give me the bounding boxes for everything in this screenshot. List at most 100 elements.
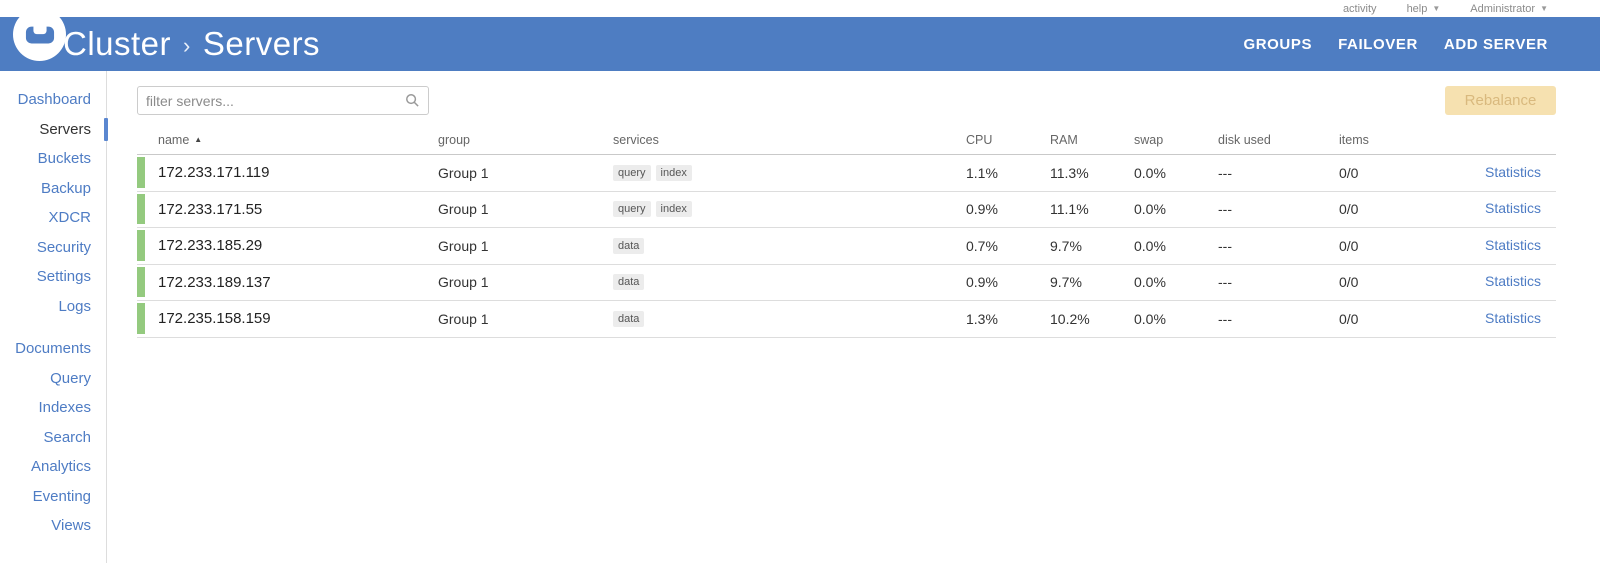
sidebar-item-eventing[interactable]: Eventing <box>0 482 106 512</box>
column-header-items: items <box>1339 132 1369 147</box>
healthy-status-bar <box>137 230 145 261</box>
healthy-status-bar <box>137 193 145 224</box>
help-menu[interactable]: help ▼ <box>1407 3 1441 15</box>
sidebar-item-servers[interactable]: Servers <box>0 115 108 145</box>
column-header-disk-used: disk used <box>1218 132 1271 147</box>
column-header-cpu: CPU <box>966 132 993 147</box>
statistics-link[interactable]: Statistics <box>1484 163 1541 180</box>
cpu-value: 0.7% <box>966 237 998 254</box>
breadcrumb-root[interactable]: Cluster <box>63 25 172 62</box>
sidebar-item-buckets[interactable]: Buckets <box>0 144 106 174</box>
sidebar-item-settings[interactable]: Settings <box>0 262 106 292</box>
sidebar-item-documents[interactable]: Documents <box>0 334 106 364</box>
swap-value: 0.0% <box>1134 201 1166 218</box>
swap-value: 0.0% <box>1134 164 1166 181</box>
actions-cell: Statistics <box>1449 310 1556 328</box>
sidebar-item-label: Search <box>43 428 91 446</box>
cpu-value: 0.9% <box>966 274 998 291</box>
sidebar-item-indexes[interactable]: Indexes <box>0 393 106 423</box>
ram-value: 9.7% <box>1050 274 1082 291</box>
server-group: Group 1 <box>438 310 489 327</box>
sidebar-item-label: XDCR <box>48 209 91 226</box>
ram-value: 11.3% <box>1050 164 1089 181</box>
sidebar-item-label: Buckets <box>37 150 91 167</box>
table-row[interactable]: 172.233.171.119 Group 1 query index 1.1%… <box>137 155 1556 192</box>
statistics-link[interactable]: Statistics <box>1484 309 1541 326</box>
column-header-swap: swap <box>1134 132 1164 147</box>
column-header-services: services <box>613 132 659 147</box>
table-row[interactable]: 172.233.171.55 Group 1 query index 0.9% … <box>137 192 1556 228</box>
statistics-link[interactable]: Statistics <box>1484 200 1541 217</box>
sidebar-item-backup[interactable]: Backup <box>0 174 106 204</box>
service-badge: index <box>655 164 692 181</box>
sidebar-item-label: Dashboard <box>17 91 91 108</box>
column-header-group: group <box>438 132 470 147</box>
table-row[interactable]: 172.235.158.159 Group 1 data 1.3% 10.2% … <box>137 301 1556 338</box>
cpu-value: 1.3% <box>966 310 998 327</box>
user-label: Administrator <box>1470 2 1536 15</box>
user-menu[interactable]: Administrator ▼ <box>1470 3 1548 15</box>
server-name-label: 172.235.158.159 <box>158 310 271 328</box>
sidebar-item-label: Settings <box>36 268 91 285</box>
add-server-button[interactable]: ADD SERVER <box>1443 35 1548 53</box>
server-name-label: 172.233.189.137 <box>158 273 271 291</box>
swap-value: 0.0% <box>1134 310 1166 327</box>
actions-cell: Statistics <box>1449 273 1556 291</box>
service-badge: data <box>613 237 645 254</box>
service-badge: data <box>613 274 645 291</box>
activity-link[interactable]: activity <box>1343 3 1377 15</box>
healthy-status-bar <box>137 303 145 334</box>
groups-button[interactable]: GROUPS <box>1243 35 1313 53</box>
failover-button[interactable]: FAILOVER <box>1338 35 1418 53</box>
breadcrumb-current: Servers <box>202 25 321 62</box>
service-badge: data <box>613 310 645 327</box>
couchbase-logo-icon <box>13 8 66 61</box>
sidebar-item-security[interactable]: Security <box>0 233 106 263</box>
server-name-label: 172.233.185.29 <box>158 237 263 255</box>
server-name-label: 172.233.171.119 <box>158 164 270 182</box>
sidebar-item-search[interactable]: Search <box>0 423 106 453</box>
server-group: Group 1 <box>438 164 489 181</box>
server-name: 172.233.185.29 <box>137 230 438 261</box>
sidebar-item-dashboard[interactable]: Dashboard <box>0 85 106 115</box>
sidebar-item-label: Views <box>51 517 91 534</box>
healthy-status-bar <box>137 157 145 188</box>
table-row[interactable]: 172.233.189.137 Group 1 data 0.9% 9.7% 0… <box>137 265 1556 301</box>
sidebar-item-logs[interactable]: Logs <box>0 292 106 322</box>
items-value: 0/0 <box>1339 310 1359 327</box>
active-indicator <box>104 117 108 141</box>
server-name: 172.233.171.55 <box>137 193 438 224</box>
sidebar-item-xdcr[interactable]: XDCR <box>0 203 106 233</box>
cpu-value: 1.1% <box>966 164 998 181</box>
statistics-link[interactable]: Statistics <box>1484 236 1541 253</box>
server-group: Group 1 <box>438 201 489 218</box>
column-header-name[interactable]: name ▲ <box>137 133 438 147</box>
statistics-link[interactable]: Statistics <box>1484 273 1541 290</box>
sidebar-group-divider <box>0 321 106 334</box>
items-value: 0/0 <box>1339 201 1359 218</box>
filter-servers-input[interactable] <box>146 92 405 109</box>
sidebar-item-label: Logs <box>58 297 91 315</box>
header-actions: GROUPS FAILOVER ADD SERVER <box>1243 17 1548 71</box>
sidebar-item-query[interactable]: Query <box>0 364 106 394</box>
sidebar-item-analytics[interactable]: Analytics <box>0 452 106 482</box>
server-services: data <box>613 274 966 291</box>
disk-used-value: --- <box>1218 237 1232 254</box>
sidebar-item-views[interactable]: Views <box>0 511 106 541</box>
items-value: 0/0 <box>1339 164 1359 181</box>
rebalance-button[interactable]: Rebalance <box>1445 86 1556 115</box>
server-name: 172.233.171.119 <box>137 157 438 188</box>
actions-cell: Statistics <box>1449 237 1556 255</box>
healthy-status-bar <box>137 266 145 297</box>
disk-used-value: --- <box>1218 201 1232 218</box>
server-services: query index <box>613 164 966 181</box>
activity-label: activity <box>1342 2 1377 15</box>
server-group: Group 1 <box>438 237 489 254</box>
service-badge: index <box>655 201 692 218</box>
table-header-row: name ▲ group services CPU RAM swap disk … <box>137 125 1556 155</box>
service-badge: query <box>613 201 651 218</box>
disk-used-value: --- <box>1218 274 1232 291</box>
cpu-value: 0.9% <box>966 201 998 218</box>
table-row[interactable]: 172.233.185.29 Group 1 data 0.7% 9.7% 0.… <box>137 228 1556 265</box>
sidebar-item-label: Indexes <box>38 399 91 416</box>
